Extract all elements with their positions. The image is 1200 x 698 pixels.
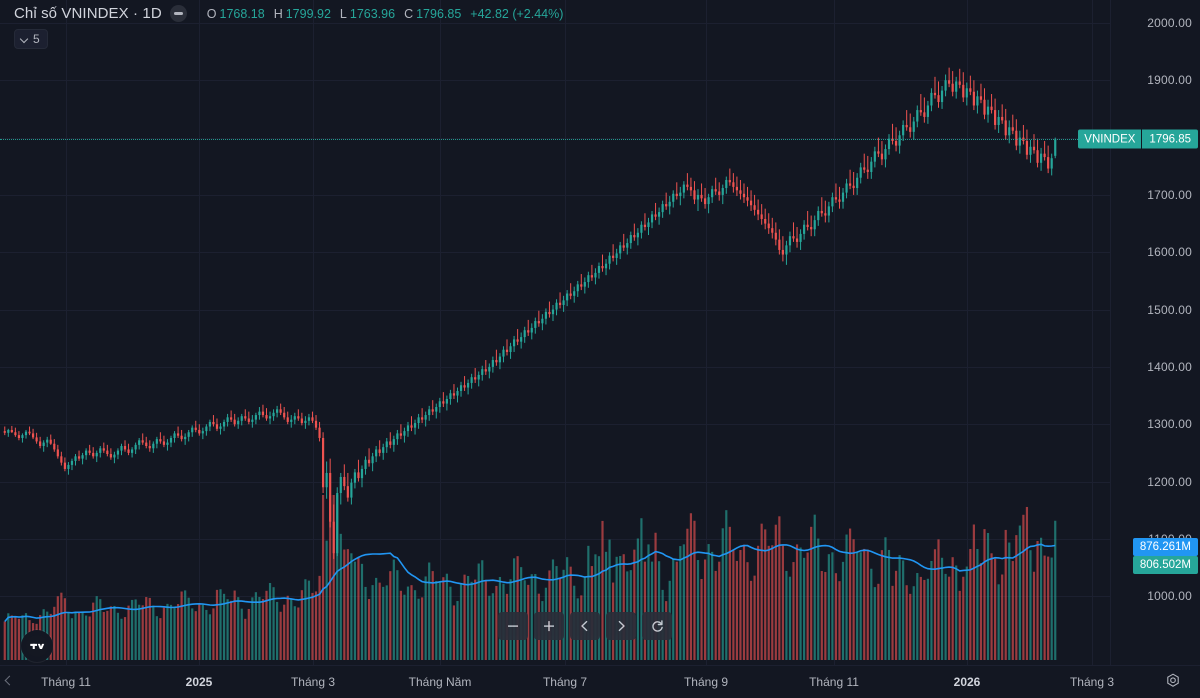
time-axis-tick: Tháng 11 — [41, 675, 91, 689]
gear-icon[interactable] — [1164, 672, 1182, 690]
gridline-vertical — [199, 0, 200, 665]
ohlc-open-value: 1768.18 — [219, 6, 265, 21]
gridline-horizontal — [0, 424, 1110, 425]
volume-ma-line — [4, 543, 1056, 623]
gridline-horizontal — [0, 80, 1110, 81]
price-axis-tick: 2000.00 — [1147, 15, 1192, 30]
chart-legend: Chỉ số VNINDEX · 1D O 1768.18 H 1799.92 … — [14, 5, 563, 22]
volume-badges[interactable]: 876.261M 806.502M — [1132, 537, 1198, 574]
time-axis-tick: Tháng 3 — [1069, 675, 1115, 689]
gridline-vertical — [834, 0, 835, 665]
candlestick-series — [3, 67, 1057, 559]
indicator-chip-label: 5 — [33, 32, 40, 46]
gridline-vertical — [1092, 0, 1093, 665]
chevron-down-icon[interactable] — [20, 35, 29, 44]
gridline-vertical — [967, 0, 968, 665]
gridline-vertical — [565, 0, 566, 665]
price-axis-tick: 1500.00 — [1147, 302, 1192, 317]
reset-chart-button[interactable] — [642, 612, 672, 640]
gridline-vertical — [313, 0, 314, 665]
time-axis[interactable]: Tháng 11 2025 Tháng 3 Tháng Năm Tháng 7 Tháng… — [0, 665, 1200, 698]
badge-divider — [1141, 129, 1143, 149]
ohlc-high-value: 1799.92 — [285, 6, 331, 21]
price-axis-tick: 1200.00 — [1147, 474, 1192, 489]
tradingview-logo[interactable] — [21, 630, 53, 662]
ohlc-open-key: O — [206, 6, 217, 21]
ohlc-low-key: L — [339, 6, 347, 21]
time-axis-tick: Tháng 11 — [809, 675, 859, 689]
indicator-chip[interactable]: 5 — [14, 29, 48, 49]
page-title: Chỉ số VNINDEX · 1D — [14, 5, 162, 22]
ohlc-change: +42.82 (+2.44%) — [470, 6, 564, 21]
zoom-out-button[interactable] — [498, 612, 528, 640]
gridline-horizontal — [0, 310, 1110, 311]
ohlc-high-key: H — [273, 6, 283, 21]
price-axis-tick: 1000.00 — [1147, 589, 1192, 604]
volume-value-badge: 806.502M — [1132, 555, 1198, 574]
gridline-vertical — [706, 0, 707, 665]
gridline-horizontal — [0, 138, 1110, 139]
ohlc-low-value: 1763.96 — [349, 6, 396, 21]
gridline-horizontal — [0, 252, 1110, 253]
price-axis-tick: 1300.00 — [1147, 417, 1192, 432]
price-axis[interactable]: 2000.00 1900.00 1700.00 1600.00 1500.00 1400.… — [1078, 0, 1200, 698]
time-axis-tick: Tháng Năm — [408, 675, 472, 689]
gridline-horizontal — [0, 23, 1110, 24]
gridline-horizontal — [0, 195, 1110, 196]
time-axis-tick: Tháng 9 — [683, 675, 729, 689]
chart-pane[interactable] — [0, 0, 1110, 665]
time-axis-tick: 2026 — [953, 675, 981, 689]
zoom-in-button[interactable] — [534, 612, 564, 640]
ohlc-close-key: C — [404, 6, 414, 21]
gridline-vertical — [440, 0, 441, 665]
gridline-horizontal — [0, 482, 1110, 483]
time-axis-tick: 2025 — [185, 675, 213, 689]
price-axis-tick: 1700.00 — [1147, 187, 1192, 202]
price-axis-tick: 1600.00 — [1147, 245, 1192, 260]
volume-ma-badge: 876.261M — [1132, 537, 1198, 556]
gridline-horizontal — [0, 367, 1110, 368]
price-axis-tick: 1400.00 — [1147, 359, 1192, 374]
chevron-left-icon[interactable] — [3, 672, 13, 690]
scroll-left-button[interactable] — [570, 612, 600, 640]
chart-toolbar[interactable] — [498, 612, 672, 640]
gridline-horizontal — [0, 596, 1110, 597]
time-axis-tick: Tháng 7 — [542, 675, 588, 689]
last-price-value: 1796.85 — [1142, 129, 1198, 149]
time-axis-tick: Tháng 3 — [290, 675, 336, 689]
last-price-line — [0, 139, 1110, 141]
last-price-badge[interactable]: VNINDEX 1796.85 — [1078, 129, 1198, 149]
time-axis-divider — [0, 665, 1200, 666]
ohlc-values: O 1768.18 H 1799.92 L 1763.96 C 1796.85 … — [207, 7, 564, 21]
ohlc-close-value: 1796.85 — [416, 6, 462, 21]
gridline-horizontal — [0, 539, 1110, 540]
price-axis-tick: 1900.00 — [1147, 73, 1192, 88]
scroll-right-button[interactable] — [606, 612, 636, 640]
price-axis-divider — [1110, 0, 1111, 698]
last-price-symbol: VNINDEX — [1078, 129, 1142, 149]
gridline-vertical — [66, 0, 67, 665]
eye-hidden-icon[interactable] — [169, 5, 187, 22]
